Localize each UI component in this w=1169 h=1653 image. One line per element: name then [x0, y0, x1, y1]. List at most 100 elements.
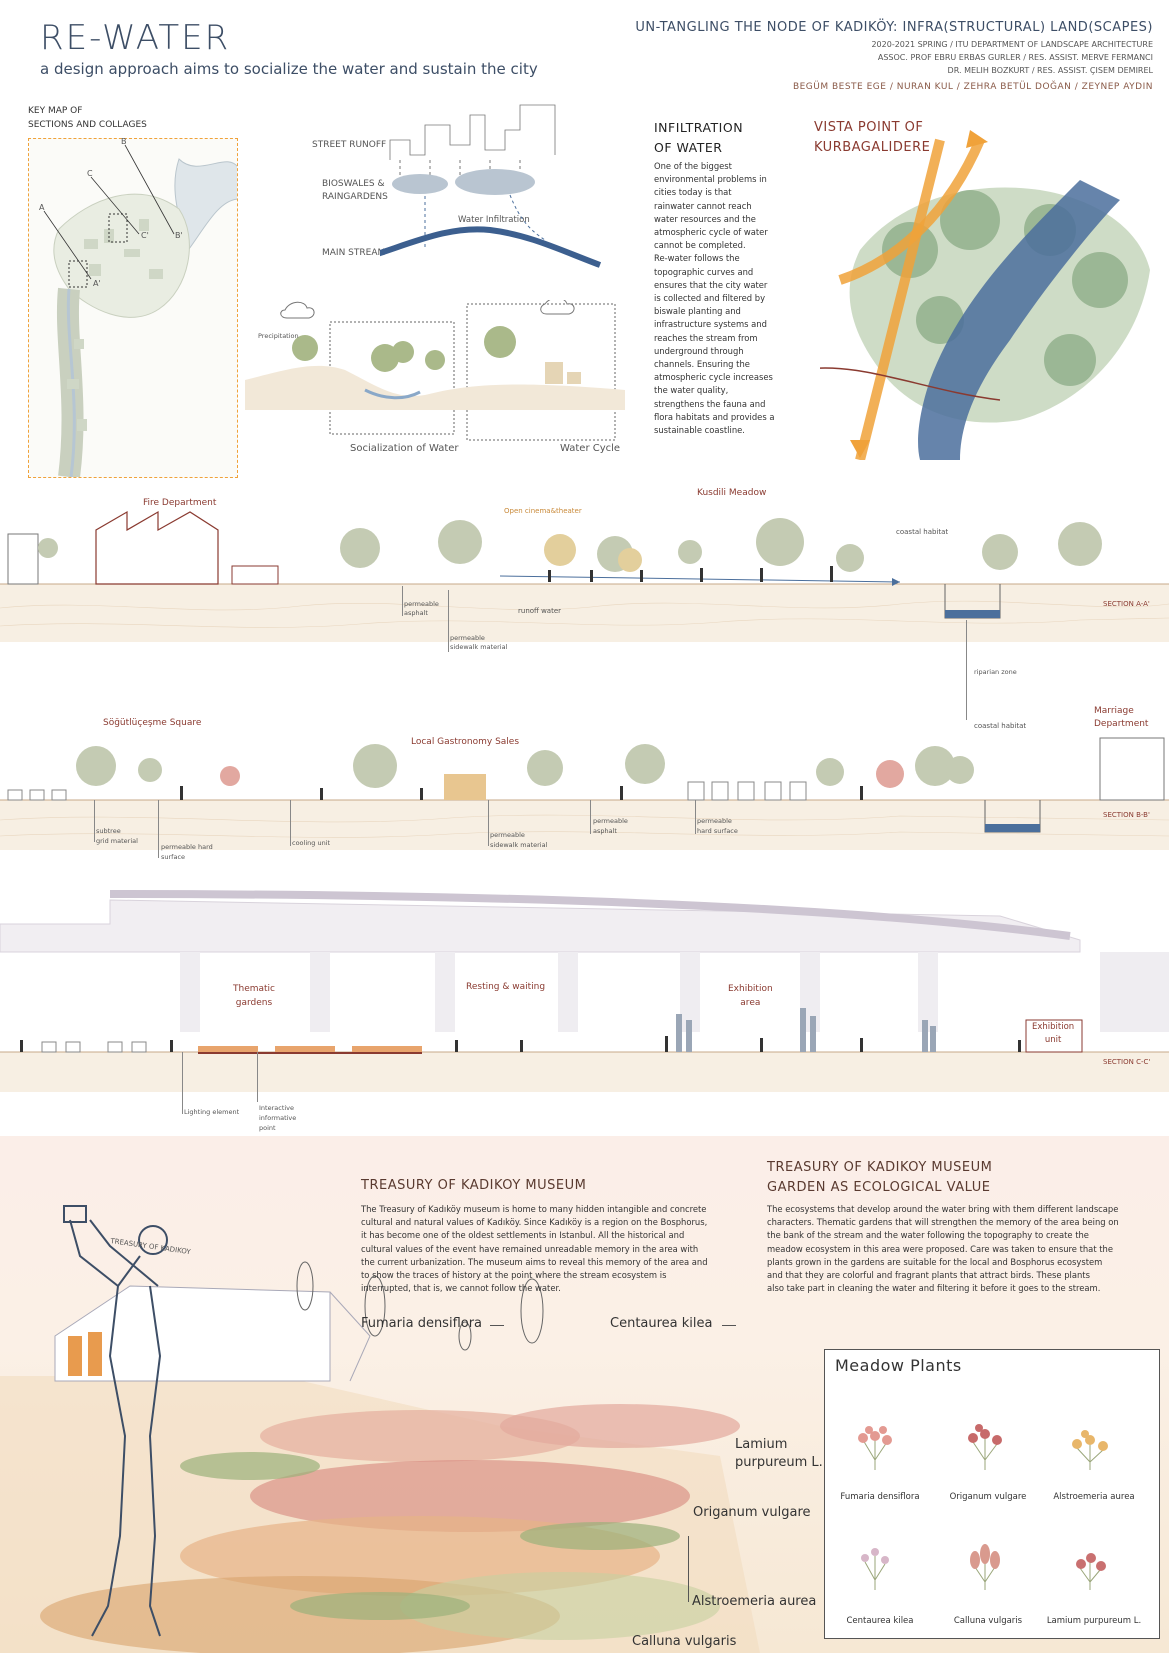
vista-heading: VISTA POINT OF KURBAGALIDERE — [814, 118, 930, 158]
plant-sketch-lamium — [1076, 1553, 1106, 1590]
building-blocks — [545, 362, 581, 384]
infiltration-body-line: water resources and the — [654, 213, 756, 224]
tick-b-6 — [695, 800, 696, 834]
label-lamium-2: purpureum L. — [735, 1455, 823, 1470]
stream-line — [66, 288, 76, 478]
meadow-plant-name-1: Fumaria densiflora — [840, 1492, 920, 1502]
tick-b-1 — [94, 800, 95, 842]
district-shape — [53, 193, 190, 318]
keymap-letter-a2: A' — [93, 279, 101, 288]
exhibition-label-2: area — [740, 998, 761, 1008]
collage-2-box — [68, 260, 88, 288]
infiltration-body-line: cities today is that — [654, 187, 732, 198]
garden-body-line: also take part in cleaning the water and… — [767, 1283, 1101, 1294]
gastronomy-kiosk — [444, 774, 486, 800]
pond-line — [364, 388, 421, 400]
perm-sidewalk-a-2: sidewalk material — [450, 643, 508, 651]
museum-side — [329, 1291, 371, 1382]
keymap-letter-a: A — [39, 203, 45, 212]
fire-department-label: Fire Department — [143, 498, 217, 508]
infiltration-body-line: topographic curves and — [654, 266, 754, 277]
garden-body-line: and that they are colorful and fragrant … — [767, 1270, 1090, 1281]
marriage-label-2: Department — [1094, 719, 1149, 729]
thematic-label-1: Thematic — [233, 984, 275, 994]
coastal-habitat-b-label: coastal habitat — [974, 722, 1027, 730]
building-left — [7, 533, 39, 585]
infiltration-body-line: ensures that the city water — [654, 279, 768, 290]
poster-subtitle: a design approach aims to socialize the … — [40, 60, 538, 78]
vista-illustration — [820, 130, 1150, 460]
vista-heading-1: VISTA POINT OF — [814, 120, 924, 135]
permeable-sidewalk-b-label: permeable sidewalk material — [490, 830, 547, 850]
permeable-asphalt-a-label: permeable asphalt — [404, 600, 439, 618]
stream-water-a — [945, 610, 1000, 618]
infiltration-body-line: Re-water follows the — [654, 253, 740, 264]
subtree-label-2: grid material — [96, 837, 138, 845]
garden-body-line: meadow ecosystem in this area were propo… — [767, 1243, 1114, 1254]
bosphorus-shape — [174, 158, 240, 251]
tick-b-2 — [158, 800, 159, 858]
main-stream-label: MAIN STREAM — [322, 248, 386, 258]
background-figures — [296, 1261, 544, 1351]
marriage-building — [1099, 737, 1165, 801]
tree-clusters — [292, 326, 516, 372]
section-a-people — [548, 566, 833, 582]
meadow-plant-sketches — [858, 1424, 1108, 1590]
infiltration-body-line: cannot be completed. — [654, 240, 746, 251]
permeable-asphalt-b-label: permeable asphalt — [593, 816, 628, 836]
section-c-line — [90, 176, 140, 235]
bioswale-cloud-1 — [392, 174, 448, 194]
fire-department-building — [95, 510, 219, 585]
section-c-ground — [0, 1052, 1169, 1092]
museum-body-line: cultural and natural values of Kadıköy. … — [361, 1217, 708, 1228]
vista-arrow-down — [850, 440, 870, 458]
infiltration-body-line: channels. Ensuring the — [654, 359, 750, 370]
perm-asphalt-a-1: permeable — [404, 600, 439, 608]
interactive-label-2: informative — [259, 1114, 297, 1122]
section-a-label: SECTION A-A' — [1103, 600, 1150, 608]
flower-foliage — [180, 1452, 680, 1620]
advisors-line-1: ASSOC. PROF EBRU ERBAS GURLER / RES. ASS… — [877, 53, 1153, 62]
exh-unit-label-1: Exhibition — [1032, 1022, 1075, 1032]
coastal-habitat-a-label: coastal habitat — [896, 528, 949, 536]
cloud-icon-2 — [540, 300, 575, 315]
water-flow-diagram — [380, 104, 602, 268]
course-line: 2020-2021 SPRING / ITU DEPARTMENT OF LAN… — [871, 40, 1153, 49]
cooling-unit-label: cooling unit — [292, 839, 331, 847]
advisors-line-2: DR. MELIH BOZKURT / RES. ASSIST. ÇISEM D… — [947, 66, 1153, 75]
perm-sidewalk-b-1: permeable — [490, 831, 525, 839]
keymap-title-line-1: KEY MAP OF — [28, 106, 83, 116]
museum-body: The Treasury of Kadıköy museum is home t… — [361, 1203, 741, 1295]
infiltration-body-line: infrastructure systems and — [654, 319, 767, 330]
garden-body: The ecosystems that develop around the w… — [767, 1203, 1162, 1295]
precipitation-label: Precipitation — [258, 332, 299, 340]
tick-a-2 — [448, 590, 449, 652]
water-cycle-frame — [466, 303, 616, 441]
vista-heading-2: KURBAGALIDERE — [814, 140, 931, 155]
infiltration-body-line: One of the biggest — [654, 161, 732, 171]
section-a-drawing — [0, 510, 1169, 642]
vista-arrow-head — [966, 130, 988, 148]
marriage-label: Marriage Department — [1094, 705, 1148, 731]
section-c-cars — [41, 1041, 147, 1053]
perm-sidewalk-a-1: permeable — [450, 634, 485, 642]
runoff-arrow-head — [892, 578, 900, 586]
permeable-hard-b2-label: permeable hard surface — [697, 816, 738, 836]
exhibition-unit-box — [1025, 1019, 1083, 1053]
perm-hard-b-2: surface — [161, 853, 186, 861]
infiltration-body-line: underground through — [654, 345, 744, 356]
keymap-letter-c: C — [87, 169, 93, 178]
perm-sidewalk-b-2: sidewalk material — [490, 841, 548, 849]
infiltration-body-line: the water quality, — [654, 385, 729, 396]
bioswales-label: BIOSWALES & RAINGARDENS — [322, 178, 388, 204]
infiltration-body-line: sustainable coastline. — [654, 425, 745, 436]
exh-unit-label-2: unit — [1044, 1035, 1062, 1045]
meadow-plant-name-5: Calluna vulgaris — [953, 1616, 1023, 1626]
subtree-label-1: subtree — [96, 827, 121, 835]
water-cycle-caption: Water Cycle — [560, 443, 621, 454]
label-calluna: Calluna vulgaris — [632, 1634, 737, 1649]
section-a-hatching — [0, 600, 1169, 628]
square-label: Söğütlüçeşme Square — [103, 718, 202, 728]
bioswales-label-2: RAINGARDENS — [322, 192, 388, 202]
garden-heading: TREASURY OF KADIKOY MUSEUM GARDEN AS ECO… — [767, 1158, 992, 1198]
